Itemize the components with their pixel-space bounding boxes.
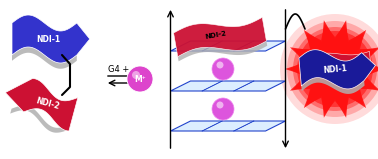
- Polygon shape: [178, 41, 267, 61]
- Polygon shape: [285, 20, 378, 118]
- Polygon shape: [12, 15, 90, 63]
- Polygon shape: [10, 105, 71, 133]
- Polygon shape: [12, 47, 77, 69]
- Polygon shape: [170, 121, 285, 131]
- Text: NDI-1: NDI-1: [322, 63, 347, 75]
- Text: NDI-2: NDI-2: [35, 97, 61, 111]
- Circle shape: [212, 98, 234, 120]
- Polygon shape: [174, 17, 266, 57]
- Circle shape: [217, 101, 223, 108]
- Circle shape: [297, 31, 373, 107]
- Circle shape: [212, 58, 234, 80]
- Text: G4 +: G4 +: [108, 65, 129, 73]
- Circle shape: [127, 66, 153, 92]
- Circle shape: [287, 21, 378, 117]
- Circle shape: [280, 14, 378, 124]
- Text: M⁺: M⁺: [134, 76, 146, 84]
- Polygon shape: [299, 50, 375, 89]
- Polygon shape: [5, 78, 78, 131]
- Text: NDI-1: NDI-1: [36, 35, 60, 44]
- Circle shape: [293, 27, 377, 111]
- Circle shape: [132, 71, 140, 79]
- Circle shape: [217, 62, 223, 69]
- Polygon shape: [289, 24, 378, 114]
- Text: NDI-2: NDI-2: [204, 30, 227, 40]
- Polygon shape: [170, 41, 285, 51]
- Polygon shape: [310, 51, 370, 67]
- Polygon shape: [170, 81, 285, 91]
- Polygon shape: [311, 61, 370, 69]
- Polygon shape: [301, 78, 364, 94]
